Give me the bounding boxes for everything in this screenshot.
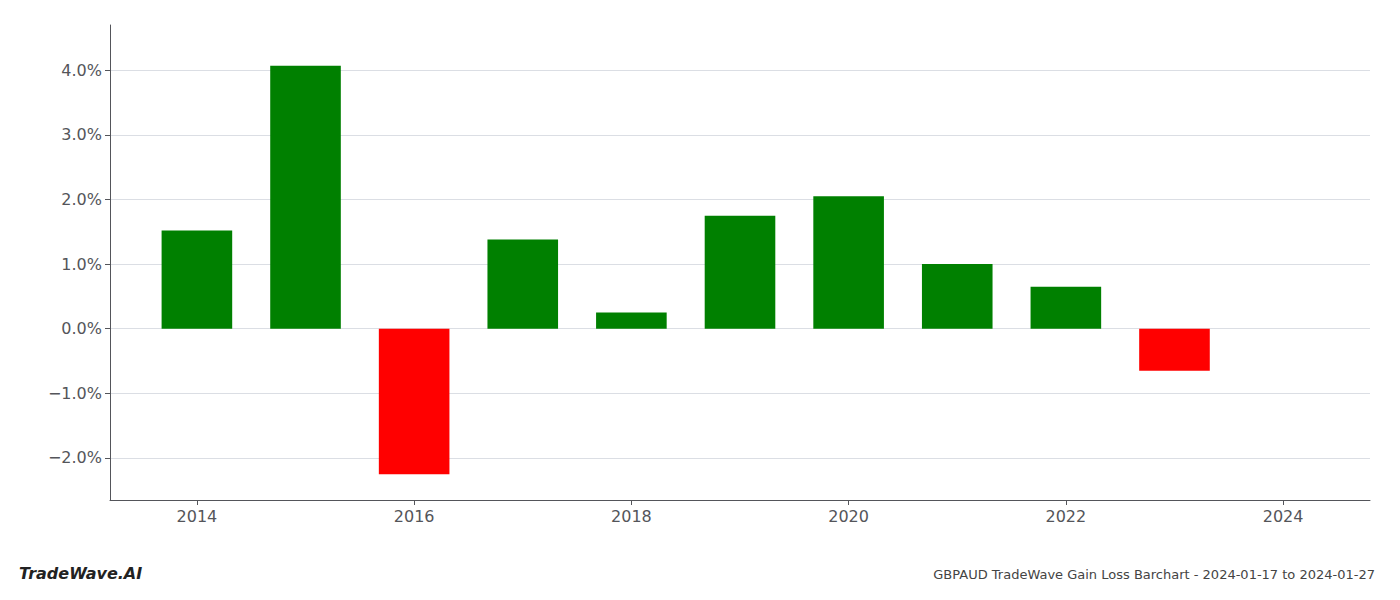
svg-text:2022: 2022 bbox=[1046, 507, 1087, 526]
svg-text:−1.0%: −1.0% bbox=[48, 384, 102, 403]
svg-text:2018: 2018 bbox=[611, 507, 652, 526]
svg-text:GBPAUD TradeWave Gain Loss Bar: GBPAUD TradeWave Gain Loss Barchart - 20… bbox=[933, 567, 1375, 582]
svg-text:2024: 2024 bbox=[1263, 507, 1304, 526]
svg-text:0.0%: 0.0% bbox=[61, 319, 102, 338]
svg-text:2016: 2016 bbox=[394, 507, 435, 526]
svg-text:2014: 2014 bbox=[177, 507, 218, 526]
svg-text:2020: 2020 bbox=[828, 507, 869, 526]
svg-text:1.0%: 1.0% bbox=[61, 255, 102, 274]
svg-text:2.0%: 2.0% bbox=[61, 190, 102, 209]
svg-text:3.0%: 3.0% bbox=[61, 125, 102, 144]
svg-text:TradeWave.AI: TradeWave.AI bbox=[19, 564, 142, 583]
svg-text:4.0%: 4.0% bbox=[61, 61, 102, 80]
svg-text:−2.0%: −2.0% bbox=[48, 448, 102, 467]
